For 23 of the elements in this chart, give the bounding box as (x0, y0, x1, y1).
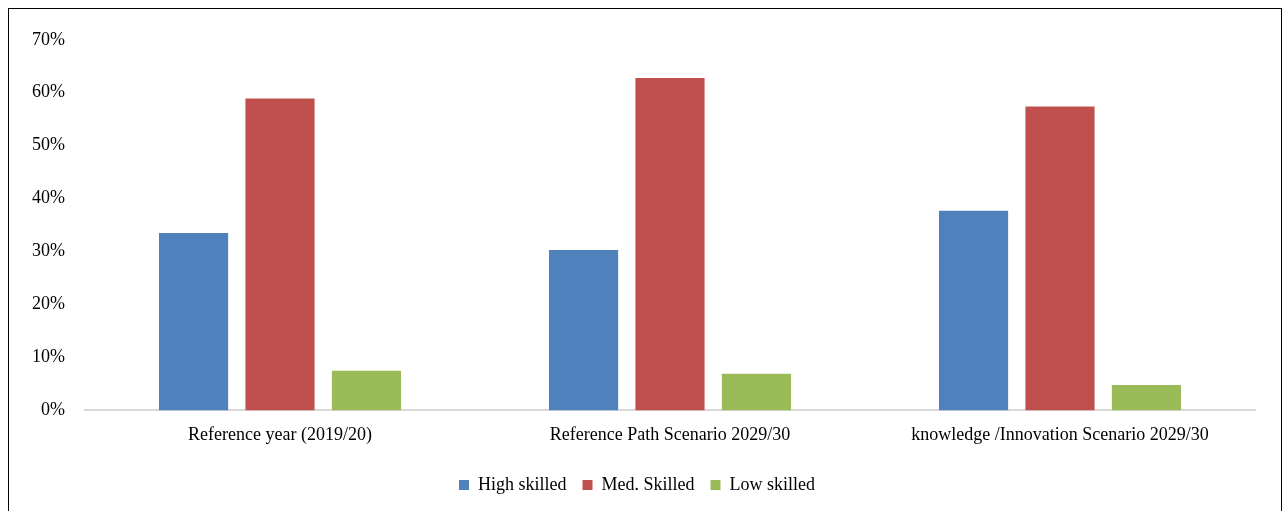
bar (548, 249, 619, 411)
y-tick-label: 40% (32, 187, 65, 208)
y-tick-label: 50% (32, 134, 65, 155)
legend-label: High skilled (478, 473, 567, 494)
y-tick-label: 10% (32, 346, 65, 367)
bar (245, 98, 315, 411)
bar (635, 77, 705, 411)
y-tick-label: 30% (32, 240, 65, 261)
x-tick-label: knowledge /Innovation Scenario 2029/30 (911, 423, 1209, 444)
bar (1025, 106, 1095, 411)
legend-label: Low skilled (729, 473, 815, 494)
x-tick-label: Reference Path Scenario 2029/30 (549, 423, 791, 444)
y-tick-label: 0% (41, 399, 65, 420)
legend-label: Med. Skilled (601, 473, 695, 494)
bar (938, 210, 1009, 411)
bar (331, 370, 402, 411)
y-tick-label: 20% (32, 293, 65, 314)
bar (1111, 384, 1182, 411)
x-tick-label: Reference year (2019/20) (188, 423, 372, 445)
y-tick-label: 60% (32, 81, 65, 102)
bar (158, 233, 229, 411)
bar (721, 373, 792, 411)
y-tick-label: 70% (32, 28, 65, 49)
